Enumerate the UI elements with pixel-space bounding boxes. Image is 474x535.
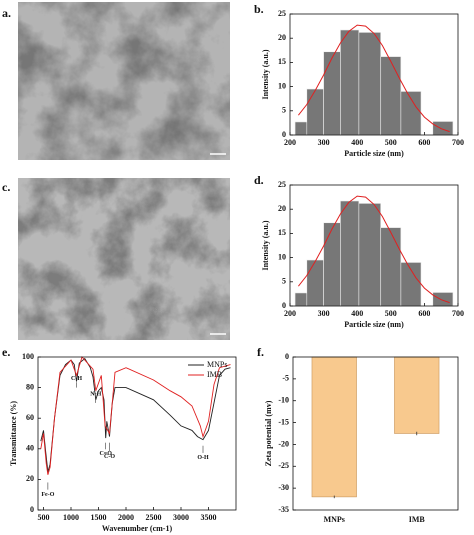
x-tick-label: 200 [284,138,296,147]
x-tick-label: IMB [409,515,426,524]
hist-bar [294,121,308,136]
fit-curve [298,24,450,133]
y-tick-label: -30 [278,483,289,492]
hist-bar [432,292,454,307]
hist-bar [380,56,402,136]
x-tick-label: 3000 [173,513,189,522]
y-axis-label: Zeta potential (mv) [264,400,273,466]
y-tick-label: 100 [22,352,34,361]
y-axis-label: Transmittance (%) [9,401,18,466]
panel-label: a. [2,6,11,20]
y-tick-label: 20 [278,204,286,213]
y-tick-label: -5 [282,374,289,383]
annotation: N-H [90,391,101,397]
hist-bar [358,32,382,136]
y-tick-label: -35 [278,505,289,514]
hist-bar [380,227,402,307]
bar [394,356,440,434]
x-tick-label: MNPs [324,515,345,524]
y-tick-label: 0 [30,505,34,514]
y-tick-label: 25 [278,9,286,18]
hist-bar [358,203,382,307]
x-tick-label: 3500 [201,513,217,522]
x-tick-label: 500 [38,513,50,522]
tem-image-c [18,178,230,340]
y-tick-label: 5 [282,106,286,115]
y-tick-label: -15 [278,417,289,426]
plot-frame [289,13,459,136]
x-tick-label: 300 [318,138,330,147]
hist-bar [306,259,324,307]
panel-label: b. [254,2,264,16]
y-axis-label: Intensity (a.u.) [261,49,270,99]
legend-label: MNPs [207,360,227,369]
x-tick-label: 2000 [118,513,134,522]
hist-bar [294,292,308,307]
x-tick-label: 1000 [63,513,79,522]
panel-label: d. [254,173,264,187]
fit-curve [298,195,450,304]
x-tick-label: 500 [385,138,397,147]
y-tick-label: 15 [278,228,286,237]
panel-label: c. [2,180,10,194]
annotation: Fe-O [41,492,54,498]
bar [311,356,357,498]
hist-bar [323,51,341,136]
x-tick-label: 700 [452,309,464,318]
y-tick-label: -20 [278,439,289,448]
legend-label: IMB [207,370,222,379]
hist-bar [323,222,341,307]
tem-image-a [18,2,230,160]
y-tick-label: 0 [282,130,286,139]
x-tick-label: 600 [418,138,430,147]
x-axis-label: Particle size (nm) [344,149,404,158]
annotation: C-O [104,454,115,460]
y-tick-label: 40 [26,444,34,453]
y-tick-label: 20 [26,474,34,483]
x-tick-label: 200 [284,309,296,318]
annotation: O-H [197,455,209,461]
y-tick-label: 60 [26,413,34,422]
x-axis-label: Particle size (nm) [344,320,404,329]
plot-frame [37,356,237,511]
y-tick-label: 20 [278,33,286,42]
y-tick-label: 5 [282,277,286,286]
plot-frame [289,184,459,307]
x-axis-label: Wavenumber (cm-1) [102,524,173,533]
y-tick-label: 0 [285,352,289,361]
x-tick-label: 400 [351,138,363,147]
hist-bar [340,29,360,136]
y-tick-label: 80 [26,382,34,391]
y-tick-label: -25 [278,461,289,470]
y-tick-label: 10 [278,252,286,261]
x-tick-label: 2500 [146,513,162,522]
y-tick-label: -10 [278,396,289,405]
x-tick-label: 700 [452,138,464,147]
plot-frame [292,356,459,511]
y-tick-label: 25 [278,180,286,189]
x-tick-label: 600 [418,309,430,318]
x-tick-label: 300 [318,309,330,318]
series-line [40,356,231,475]
annotation: C=O [99,451,112,457]
panel-label: f. [257,345,264,359]
y-tick-label: 15 [278,57,286,66]
x-tick-label: 400 [351,309,363,318]
x-tick-label: 1500 [91,513,107,522]
x-tick-label: 500 [385,309,397,318]
hist-bar [340,200,360,307]
hist-bar [306,88,324,136]
y-tick-label: 0 [282,301,286,310]
panel-label: e. [2,345,10,359]
y-tick-label: 10 [278,81,286,90]
y-axis-label: Intensity (a.u.) [261,220,270,270]
annotation: C-H [71,376,82,382]
hist-bar [432,121,454,136]
